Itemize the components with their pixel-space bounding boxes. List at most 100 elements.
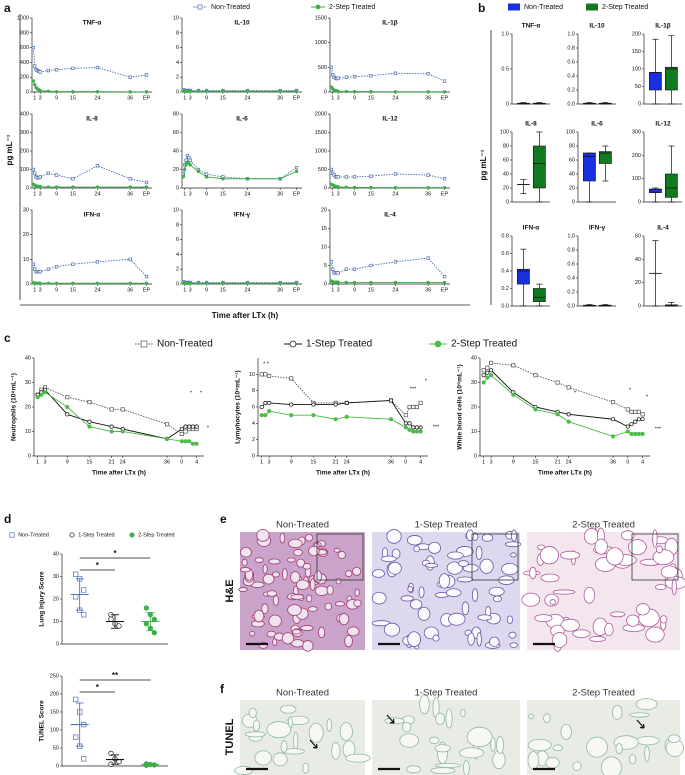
y-tick-label: 0 bbox=[252, 453, 255, 459]
alveolus bbox=[354, 588, 360, 597]
y-axis-label: Neutrophils (10⁹mL⁻¹) bbox=[11, 373, 18, 441]
y-axis-label: TUNEL Score bbox=[39, 700, 46, 742]
marker bbox=[143, 605, 149, 611]
marker bbox=[73, 696, 79, 703]
panel-label: a bbox=[4, 1, 11, 15]
y-tick-label: 10 bbox=[173, 15, 179, 21]
alveolus bbox=[490, 736, 496, 753]
marker bbox=[533, 407, 538, 412]
alveolus bbox=[272, 752, 288, 767]
marker bbox=[71, 262, 75, 266]
x-tick-label: 1 bbox=[33, 95, 36, 101]
marker bbox=[188, 89, 192, 93]
marker bbox=[71, 66, 75, 70]
x-tick-label: 1 bbox=[331, 191, 334, 197]
y-tick-label: 80 bbox=[569, 143, 575, 149]
marker bbox=[263, 372, 268, 377]
marker bbox=[204, 172, 209, 176]
y-tick-label: 60 bbox=[635, 233, 641, 239]
marker bbox=[33, 171, 37, 175]
y-tick-label: 10 bbox=[249, 372, 255, 378]
x-tick-label: 9 bbox=[55, 95, 58, 101]
y-tick-label: 0.8 bbox=[567, 45, 575, 51]
y-tick-label: 0.6 bbox=[501, 251, 509, 257]
marker bbox=[633, 419, 638, 424]
y-tick-label: 200 bbox=[50, 691, 59, 697]
x-tick-label: 24 bbox=[566, 459, 572, 465]
x-tick-label: 21 bbox=[109, 459, 115, 465]
alveolus bbox=[239, 567, 251, 573]
alveolus bbox=[413, 545, 420, 553]
series-line bbox=[32, 165, 147, 183]
alveolus bbox=[659, 615, 668, 624]
marker bbox=[289, 413, 294, 418]
box bbox=[532, 288, 546, 302]
y-tick-label: 0 bbox=[638, 101, 641, 107]
marker bbox=[393, 280, 398, 285]
marker bbox=[481, 368, 486, 373]
alveolus bbox=[271, 571, 280, 578]
marker bbox=[418, 425, 423, 430]
alveolus bbox=[268, 558, 281, 565]
marker bbox=[294, 166, 299, 170]
marker bbox=[411, 404, 416, 410]
box bbox=[649, 188, 662, 193]
y-tick-label: 60 bbox=[503, 157, 509, 163]
y-tick-label: 0.0 bbox=[501, 303, 509, 309]
marker bbox=[629, 409, 634, 414]
alveolus bbox=[290, 594, 305, 600]
marker bbox=[426, 280, 430, 285]
marker bbox=[54, 265, 59, 269]
marker bbox=[196, 281, 201, 285]
alveolus bbox=[438, 573, 451, 589]
chart-title: IL-4 bbox=[657, 225, 669, 232]
alveolus bbox=[540, 573, 560, 583]
alveolus bbox=[545, 756, 560, 769]
alveolus bbox=[626, 614, 640, 627]
alveolus bbox=[266, 590, 278, 597]
marker bbox=[65, 412, 70, 417]
alveolus bbox=[428, 541, 441, 554]
x-axis-label: Time after LTx (h) bbox=[92, 470, 146, 477]
x-tick-label: 1 bbox=[33, 287, 36, 293]
x-tick-label: 0 bbox=[404, 459, 407, 465]
marker bbox=[46, 171, 51, 175]
y-tick-label: 0 bbox=[176, 185, 179, 191]
legend-label: Non-Treated bbox=[157, 339, 213, 350]
alveolus bbox=[652, 529, 658, 548]
marker bbox=[407, 427, 412, 432]
alveolus bbox=[335, 577, 342, 585]
marker bbox=[95, 65, 100, 70]
chart-title: IL-8 bbox=[525, 121, 537, 128]
marker bbox=[73, 571, 79, 577]
marker bbox=[144, 90, 149, 94]
y-tick-label: 1500 bbox=[315, 130, 327, 136]
y-tick-label: 400 bbox=[20, 111, 29, 117]
alveolus bbox=[326, 585, 334, 596]
alveolus bbox=[560, 618, 580, 632]
y-tick-label: 0.0 bbox=[567, 303, 575, 309]
alveolus bbox=[280, 704, 297, 714]
panel-label: b bbox=[478, 1, 485, 15]
marker bbox=[566, 385, 571, 390]
y-tick-label: 6 bbox=[176, 45, 179, 51]
x-tick-label: 36 bbox=[425, 191, 431, 197]
marker bbox=[194, 441, 199, 446]
alveolus bbox=[282, 568, 288, 581]
marker bbox=[636, 431, 641, 437]
marker bbox=[87, 419, 92, 424]
alveolus bbox=[306, 594, 313, 603]
marker bbox=[221, 177, 225, 181]
marker bbox=[144, 73, 149, 77]
alveolus bbox=[407, 631, 421, 648]
marker bbox=[81, 612, 87, 618]
marker bbox=[196, 169, 201, 174]
alveolus bbox=[586, 736, 608, 758]
marker bbox=[352, 267, 357, 271]
marker bbox=[108, 616, 114, 622]
marker bbox=[38, 175, 42, 179]
marker bbox=[95, 260, 100, 264]
marker bbox=[610, 434, 616, 439]
x-tick-label: 21 bbox=[333, 459, 339, 465]
alveolus bbox=[409, 599, 423, 610]
